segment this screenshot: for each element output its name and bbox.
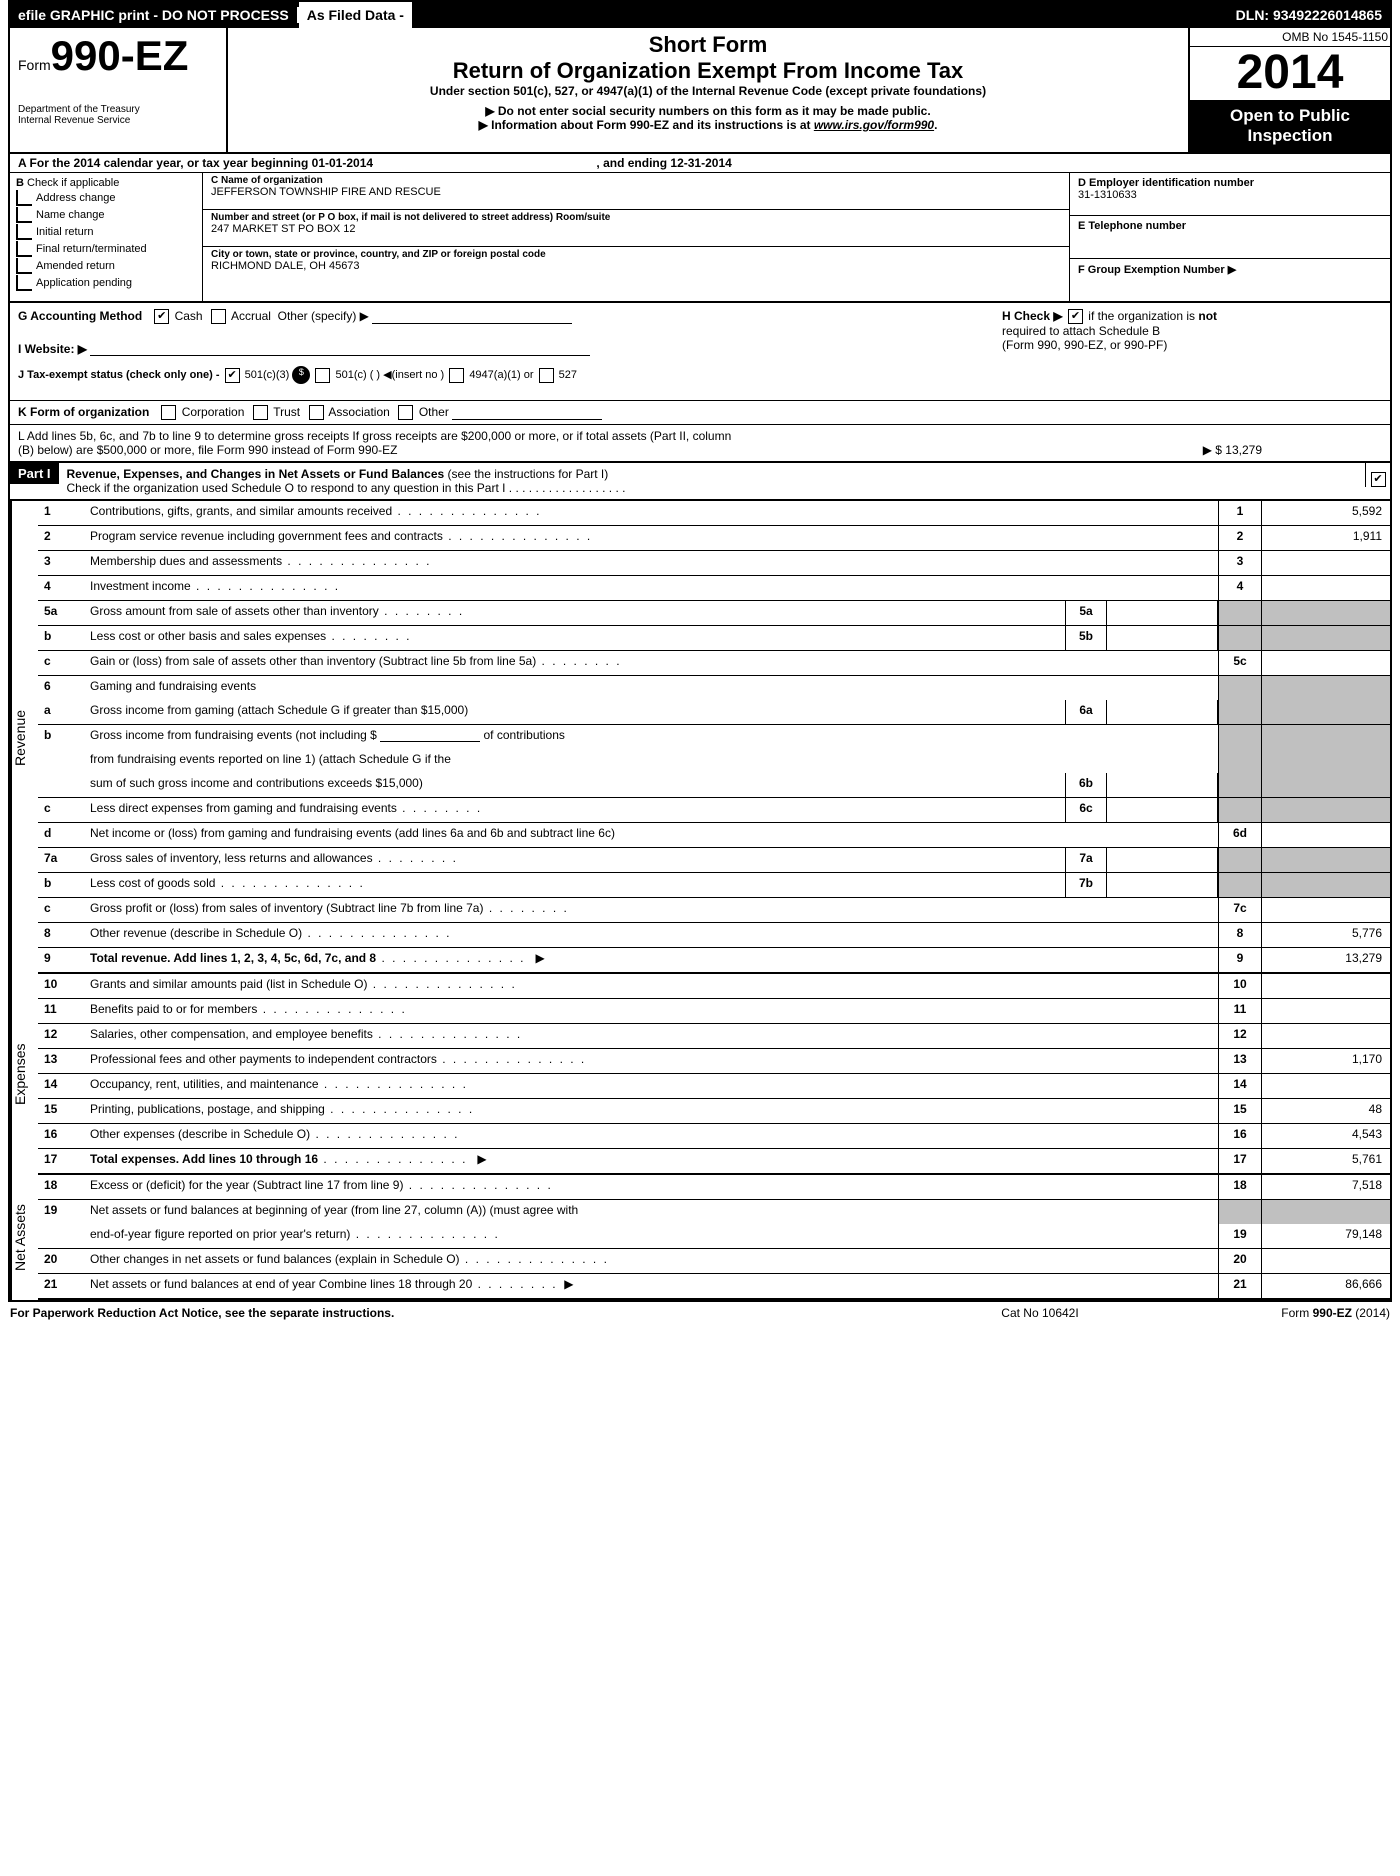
tax-year: 2014 xyxy=(1190,47,1390,100)
val-8: 5,776 xyxy=(1261,923,1390,947)
omb-number: OMB No 1545-1150 xyxy=(1190,28,1390,47)
chk-amended-return[interactable]: Amended return xyxy=(16,258,196,274)
header-right: OMB No 1545-1150 2014 Open to Public Ins… xyxy=(1188,28,1390,152)
chk-accrual[interactable] xyxy=(211,309,226,324)
chk-4947[interactable] xyxy=(449,368,464,383)
dept-irs: Internal Revenue Service xyxy=(18,115,218,126)
org-city: RICHMOND DALE, OH 45673 xyxy=(211,260,1061,272)
org-street: 247 MARKET ST PO BOX 12 xyxy=(211,223,1061,235)
form-header: Form990-EZ Department of the Treasury In… xyxy=(10,28,1390,154)
val-2: 1,911 xyxy=(1261,526,1390,550)
chk-501c3[interactable] xyxy=(225,368,240,383)
ein-value: 31-1310633 xyxy=(1078,189,1382,201)
note-1: ▶ Do not enter social security numbers o… xyxy=(236,104,1180,118)
chk-initial-return[interactable]: Initial return xyxy=(16,224,196,240)
top-bar: efile GRAPHIC print - DO NOT PROCESS As … xyxy=(10,2,1390,28)
page-footer: For Paperwork Reduction Act Notice, see … xyxy=(2,1302,1398,1324)
title-short-form: Short Form xyxy=(236,32,1180,58)
part-1-header: Part I Revenue, Expenses, and Changes in… xyxy=(10,463,1390,500)
form-number: 990-EZ xyxy=(51,32,189,79)
form-page: efile GRAPHIC print - DO NOT PROCESS As … xyxy=(8,0,1392,1302)
chk-cash[interactable] xyxy=(154,309,169,324)
gross-receipts: ▶ $ 13,279 xyxy=(1203,443,1262,457)
chk-application-pending[interactable]: Application pending xyxy=(16,275,196,291)
title-main: Return of Organization Exempt From Incom… xyxy=(236,58,1180,84)
val-1: 5,592 xyxy=(1261,501,1390,525)
mid-block: G Accounting Method Cash Accrual Other (… xyxy=(10,303,1390,401)
chk-name-change[interactable]: Name change xyxy=(16,207,196,223)
net-assets-section: Net Assets 18Excess or (deficit) for the… xyxy=(10,1175,1390,1300)
chk-corp[interactable] xyxy=(161,405,176,420)
revenue-section: Revenue 1Contributions, gifts, grants, a… xyxy=(10,500,1390,974)
val-19: 79,148 xyxy=(1261,1224,1390,1248)
subtitle: Under section 501(c), 527, or 4947(a)(1)… xyxy=(236,84,1180,98)
chk-501c[interactable] xyxy=(315,368,330,383)
org-name: JEFFERSON TOWNSHIP FIRE AND RESCUE xyxy=(211,186,1061,198)
val-18: 7,518 xyxy=(1261,1175,1390,1199)
col-c: C Name of organization JEFFERSON TOWNSHI… xyxy=(203,173,1069,301)
col-b: B Check if applicable Address change Nam… xyxy=(10,173,203,301)
irs-link[interactable]: www.irs.gov/form990 xyxy=(814,118,934,132)
efile-label: efile GRAPHIC print - DO NOT PROCESS xyxy=(10,7,299,23)
chk-527[interactable] xyxy=(539,368,554,383)
val-17: 5,761 xyxy=(1261,1149,1390,1173)
val-21: 86,666 xyxy=(1261,1274,1390,1298)
chk-trust[interactable] xyxy=(253,405,268,420)
chk-address-change[interactable]: Address change xyxy=(16,190,196,206)
as-filed-label: As Filed Data - xyxy=(299,2,412,28)
val-13: 1,170 xyxy=(1261,1049,1390,1073)
header-center: Short Form Return of Organization Exempt… xyxy=(228,28,1188,152)
chk-h[interactable] xyxy=(1068,309,1083,324)
expenses-section: Expenses 10Grants and similar amounts pa… xyxy=(10,974,1390,1175)
val-15: 48 xyxy=(1261,1099,1390,1123)
val-9: 13,279 xyxy=(1261,948,1390,972)
form-prefix: Form xyxy=(18,57,51,73)
section-b-c-def: B Check if applicable Address change Nam… xyxy=(10,173,1390,303)
header-left: Form990-EZ Department of the Treasury In… xyxy=(10,28,228,152)
open-public: Open to Public Inspection xyxy=(1190,100,1390,152)
val-16: 4,543 xyxy=(1261,1124,1390,1148)
row-a: A For the 2014 calendar year, or tax yea… xyxy=(10,154,1390,173)
dln-label: DLN: 93492226014865 xyxy=(1228,7,1390,23)
chk-assoc[interactable] xyxy=(309,405,324,420)
chk-final-return[interactable]: Final return/terminated xyxy=(16,241,196,257)
col-def: D Employer identification number 31-1310… xyxy=(1069,173,1390,301)
chk-schedule-o[interactable] xyxy=(1371,472,1386,487)
note-2: ▶ Information about Form 990-EZ and its … xyxy=(236,118,1180,132)
dept-treasury: Department of the Treasury xyxy=(18,104,218,115)
chk-other[interactable] xyxy=(398,405,413,420)
